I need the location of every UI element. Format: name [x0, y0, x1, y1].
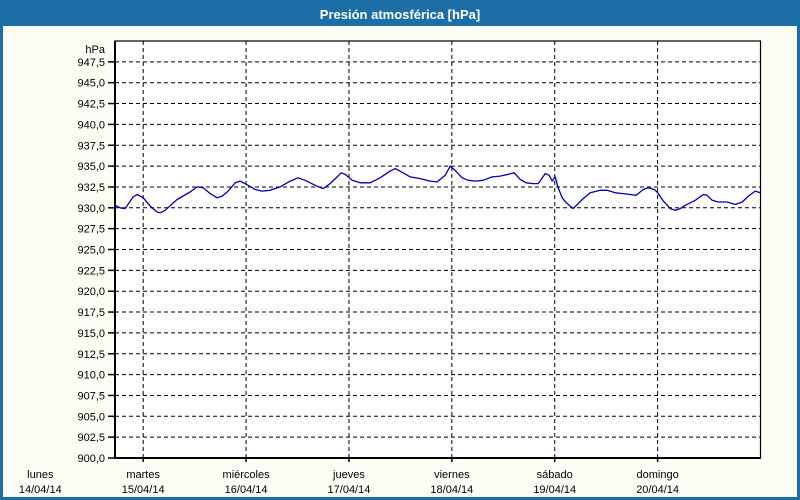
y-tick-label: 910,0: [77, 370, 105, 382]
window-titlebar: Presión atmosférica [hPa]: [3, 3, 797, 26]
y-tick-label: 915,0: [77, 328, 105, 340]
x-date-label: 16/04/14: [225, 484, 268, 496]
x-day-label: jueves: [332, 469, 365, 481]
y-axis-unit-label: hPa: [85, 44, 105, 56]
y-tick-label: 905,0: [77, 411, 105, 423]
y-tick-label: 920,0: [77, 286, 105, 298]
x-day-label: miércoles: [223, 469, 271, 481]
x-day-label: sábado: [537, 469, 573, 481]
pressure-curve: [114, 165, 761, 214]
window-title: Presión atmosférica [hPa]: [319, 7, 481, 22]
y-tick-label: 942,5: [77, 99, 105, 111]
y-tick-label: 912,5: [77, 349, 105, 361]
x-date-label: 14/04/14: [19, 484, 62, 496]
y-tick-label: 925,0: [77, 245, 105, 257]
x-day-label: martes: [126, 469, 160, 481]
x-date-label: 18/04/14: [430, 484, 473, 496]
y-tick-label: 937,5: [77, 140, 105, 152]
y-tick-label: 917,5: [77, 307, 105, 319]
y-tick-label: 932,5: [77, 182, 105, 194]
y-tick-label: 900,0: [77, 453, 105, 465]
y-tick-label: 907,5: [77, 390, 105, 402]
y-tick-label: 930,0: [77, 203, 105, 215]
y-tick-label: 922,5: [77, 265, 105, 277]
y-tick-label: 947,5: [77, 57, 105, 69]
x-date-label: 19/04/14: [533, 484, 576, 496]
y-tick-label: 940,0: [77, 119, 105, 131]
chart-area: 947,5 945,0 942,5 940,0 937,5 935,0 932,5 930,0…: [3, 26, 797, 497]
y-tick-label: 945,0: [77, 78, 105, 90]
x-day-label: lunes: [27, 469, 54, 481]
y-tick-label: 902,5: [77, 432, 105, 444]
x-day-label: viernes: [434, 469, 470, 481]
x-date-label: 17/04/14: [328, 484, 371, 496]
y-tick-label: 935,0: [77, 161, 105, 173]
y-tick-label: 927,5: [77, 224, 105, 236]
x-day-label: domingo: [637, 469, 679, 481]
x-date-label: 15/04/14: [122, 484, 165, 496]
pressure-chart: 947,5 945,0 942,5 940,0 937,5 935,0 932,5 930,0…: [19, 40, 762, 496]
x-date-label: 20/04/14: [636, 484, 679, 496]
